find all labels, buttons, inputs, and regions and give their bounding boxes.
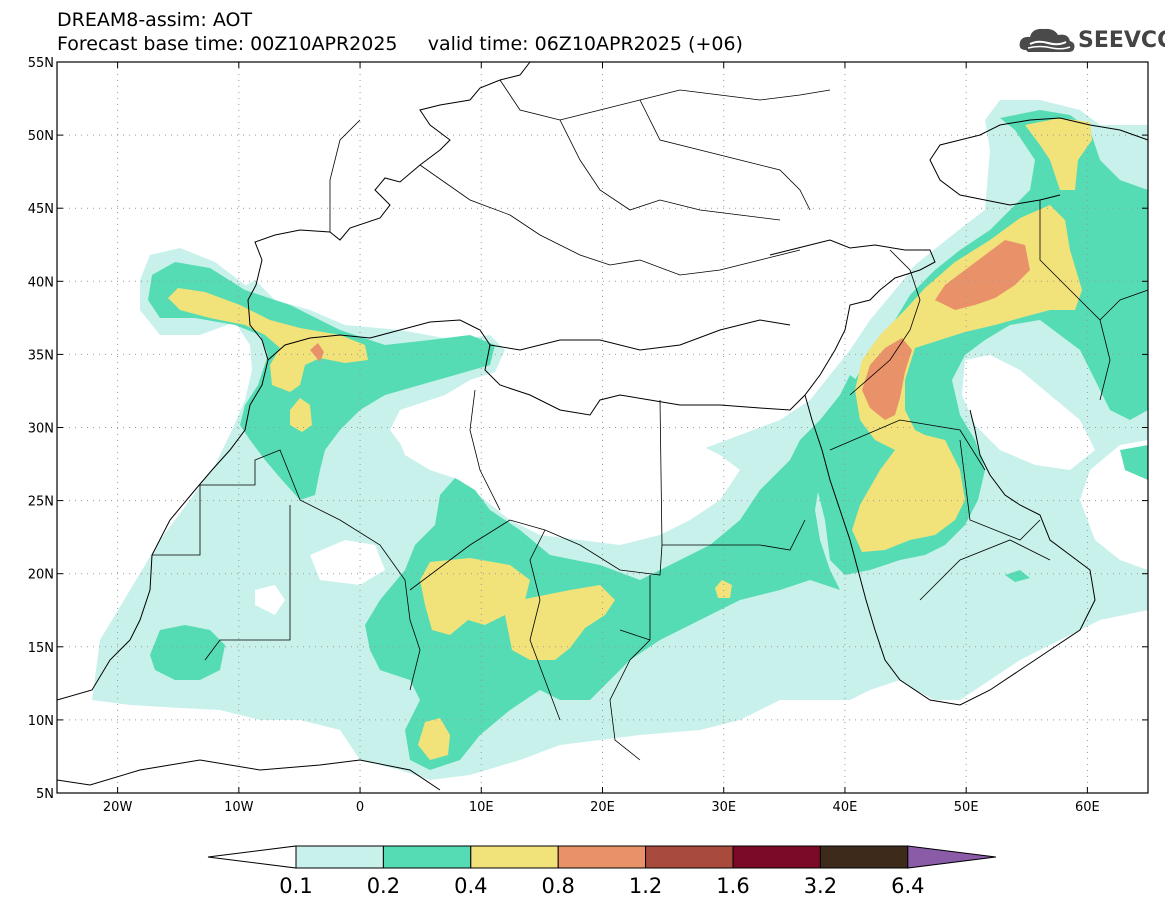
lon-tick-label: 20E [590, 800, 615, 815]
colorbar-label: 1.2 [629, 874, 662, 898]
colorbar-label: 0.8 [541, 874, 574, 898]
aot-region-0.4-morocco [168, 288, 368, 392]
colorbar: 0.1 0.2 0.4 0.8 1.2 1.6 3.2 6.4 [207, 845, 996, 898]
colorbar-swatch [819, 845, 909, 869]
lat-tick-label: 55N [28, 56, 54, 71]
aot-region-0.4-chad [505, 585, 615, 660]
colorbar-label: 0.2 [367, 874, 400, 898]
lat-tick-label: 10N [28, 714, 54, 729]
colorbar-under-arrow [207, 845, 297, 869]
seevccc-logo: SEEVCCC [1018, 24, 1165, 56]
aot-clear-west [255, 585, 285, 615]
colorbar-swatch [470, 845, 559, 869]
colorbar-swatch [645, 845, 734, 869]
lon-tick-label: 10E [469, 800, 494, 815]
lat-tick-label: 20N [28, 568, 54, 583]
colorbar-swatch [557, 845, 647, 869]
aot-region-0.4-sudan [715, 580, 732, 598]
aot-region-0.2-gulf [1120, 445, 1148, 480]
lon-tick-label: 40E [833, 800, 858, 815]
lat-tick-label: 5N [36, 787, 54, 802]
lon-tick-label: 50E [954, 800, 979, 815]
aot-region-0.4-atlas [290, 398, 312, 432]
lat-tick-label: 35N [28, 348, 54, 363]
aot-region-0.2-sahel [365, 375, 870, 770]
logo-text: SEEVCCC [1078, 28, 1165, 53]
lon-tick-label: 20W [103, 800, 133, 815]
aot-clear-sahara [395, 410, 740, 545]
aot-region-0.4-mideast [852, 205, 1082, 552]
colorbar-label: 3.2 [804, 874, 837, 898]
colorbar-label: 1.6 [716, 874, 749, 898]
lat-tick-label: 15N [28, 641, 54, 656]
aot-clear-arabia [962, 355, 1095, 470]
cloud-icon [1019, 28, 1075, 52]
aot-contours [92, 100, 1148, 780]
aot-region-0.2-westafrica [150, 625, 225, 680]
map-title: DREAM8-assim: AOT [57, 9, 253, 31]
colorbar-label: 0.4 [454, 874, 487, 898]
lon-tick-label: 10W [224, 800, 254, 815]
aot-region-0.8-caucasus [935, 240, 1030, 310]
aot-region-0.8-morocco [310, 343, 324, 362]
aot-region-0.8-iraq [862, 338, 912, 420]
colorbar-label: 0.1 [279, 874, 312, 898]
lat-tick-label: 30N [28, 422, 54, 437]
lat-tick-label: 40N [28, 275, 54, 290]
lat-tick-label: 45N [28, 202, 54, 217]
aot-clear-sahel [310, 540, 385, 585]
lat-axis: 55N 50N 45N 40N 35N 30N 25N 20N 15N 10N 5N [28, 56, 1148, 802]
lon-tick-label: 60E [1075, 800, 1100, 815]
lat-tick-label: 25N [28, 495, 54, 510]
lon-axis: 20W 10W 0 10E 20E 30E 40E 50E 60E [103, 62, 1100, 815]
colorbar-swatch [382, 845, 472, 869]
colorbar-swatch [732, 845, 821, 869]
lon-tick-label: 0 [356, 800, 364, 815]
colorbar-over-arrow [907, 845, 996, 869]
aot-region-0.4-caspian [1025, 118, 1092, 190]
aot-region-0.4-nigeria [418, 718, 450, 760]
map-subtitle: Forecast base time: 00Z10APR2025 valid t… [57, 33, 743, 55]
aot-region-0.2-oman [1005, 570, 1030, 582]
aot-region-0.4-niger [420, 558, 530, 635]
colorbar-label: 6.4 [891, 874, 924, 898]
country-borders [152, 79, 1148, 761]
lon-tick-label: 30E [711, 800, 736, 815]
coastlines [57, 62, 1148, 791]
colorbar-swatch [295, 845, 384, 869]
lat-tick-label: 50N [28, 129, 54, 144]
aot-region-0.1-africa [92, 100, 1148, 780]
